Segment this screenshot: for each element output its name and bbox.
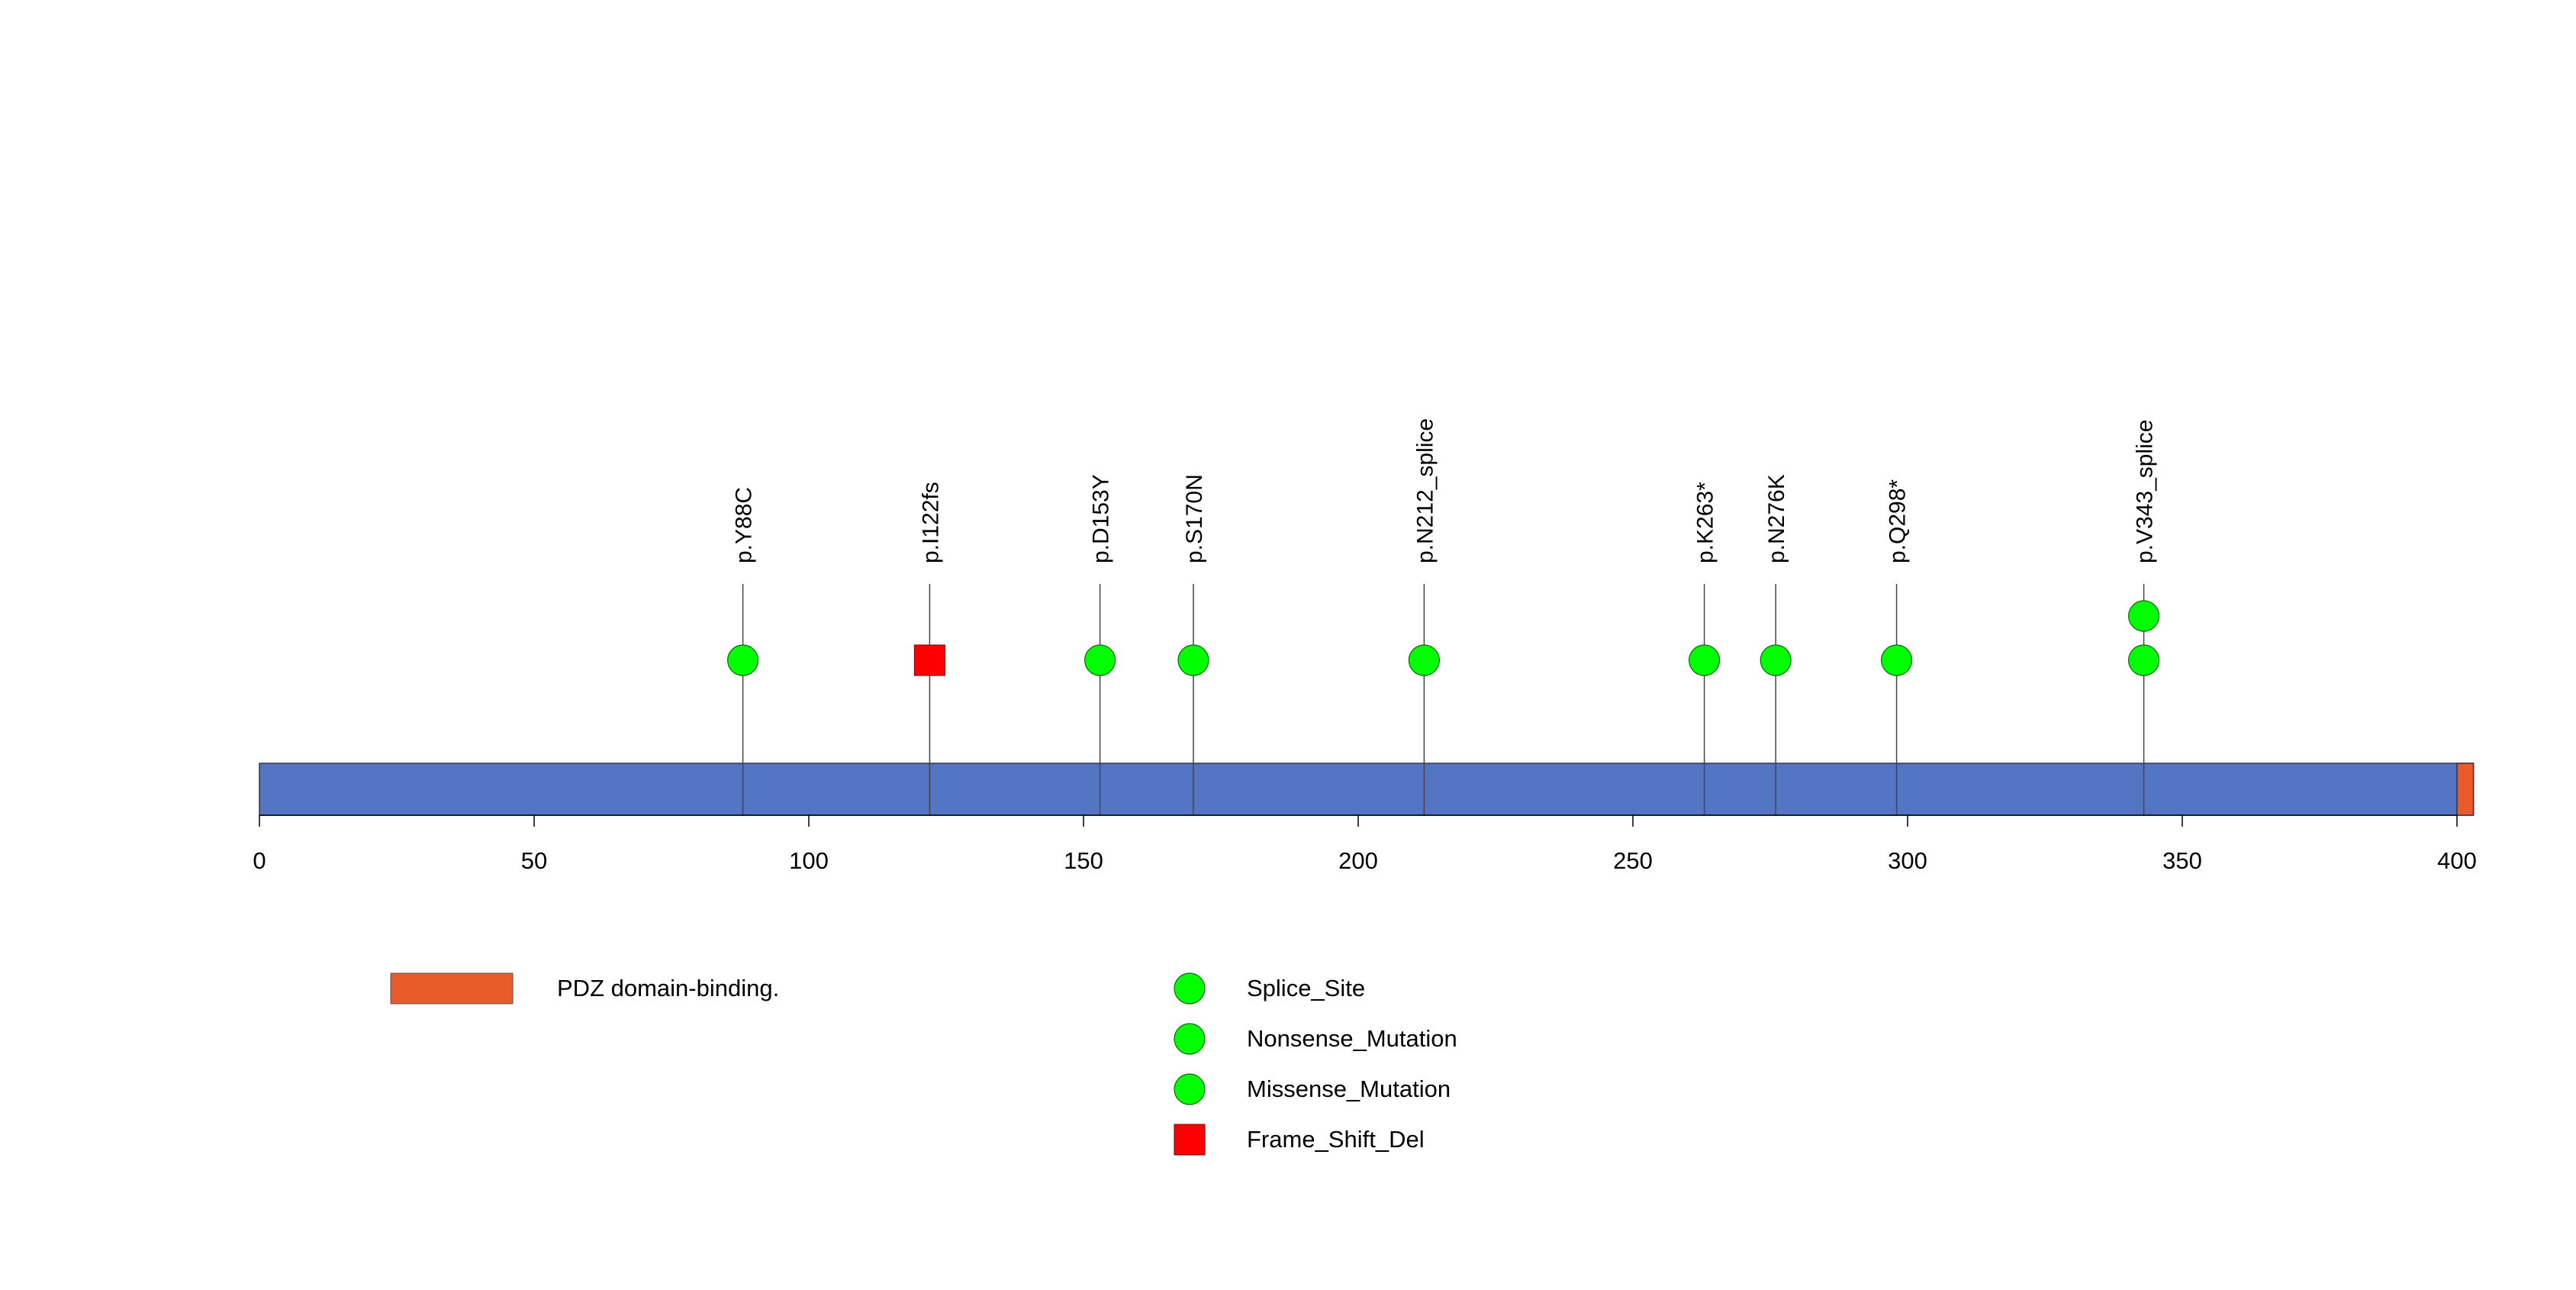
legend-marker bbox=[1174, 1124, 1206, 1156]
legend-marker bbox=[1174, 1073, 1206, 1105]
x-tick-label: 400 bbox=[2437, 847, 2477, 874]
protein-backbone bbox=[259, 763, 2475, 816]
mutation-marker bbox=[1760, 644, 1792, 676]
x-tick-label: 100 bbox=[789, 847, 829, 874]
mutation-marker bbox=[1084, 644, 1116, 676]
mutation-label: p.V343_splice bbox=[2133, 420, 2158, 563]
protein-backbone-layer bbox=[259, 763, 2475, 816]
x-axis: 0 50 100 150 200 250 300 350 400 bbox=[253, 814, 2477, 874]
mutation-marker bbox=[726, 644, 759, 676]
mutation-label: p.S170N bbox=[1182, 474, 1207, 563]
legend: PDZ domain-binding. Splice_Site Nonsense_M… bbox=[390, 972, 1457, 1156]
mutation-labels-layer: p.Y88C p.I122fs p.D153Y p.S170N p.N212_splic… bbox=[732, 418, 2158, 563]
x-tick-label: 0 bbox=[253, 847, 266, 874]
mutation-label: p.N276K bbox=[1764, 474, 1789, 563]
mutation-label: p.K263* bbox=[1693, 482, 1718, 563]
legend-label: Frame_Shift_Del bbox=[1247, 1126, 1425, 1153]
mutation-label: p.Y88C bbox=[732, 487, 757, 563]
legend-marker bbox=[1174, 1023, 1206, 1055]
legend-marker bbox=[1174, 972, 1206, 1005]
mutation-markers-layer bbox=[726, 600, 2160, 676]
mutation-marker bbox=[1177, 644, 1209, 676]
mutation-label: p.N212_splice bbox=[1412, 418, 1438, 563]
x-tick-label: 300 bbox=[1888, 847, 1927, 874]
mutation-marker bbox=[1881, 644, 1913, 676]
legend-label: Missense_Mutation bbox=[1247, 1076, 1451, 1102]
mutation-stems-layer bbox=[742, 584, 2145, 815]
mutation-marker bbox=[1408, 644, 1441, 676]
domain-region bbox=[2456, 763, 2475, 816]
legend-domain-swatch bbox=[390, 972, 514, 1005]
mutation-marker bbox=[2128, 644, 2160, 676]
legend-label: Splice_Site bbox=[1247, 975, 1365, 1001]
x-tick-label: 350 bbox=[2162, 847, 2202, 874]
mutation-marker bbox=[2128, 600, 2160, 632]
mutation-label: p.I122fs bbox=[918, 482, 943, 563]
mutation-label: p.D153Y bbox=[1089, 474, 1114, 563]
legend-domain-label: PDZ domain-binding. bbox=[557, 975, 779, 1001]
x-tick-label: 50 bbox=[521, 847, 547, 874]
x-tick-label: 150 bbox=[1064, 847, 1103, 874]
frameshift-marker bbox=[913, 644, 945, 676]
mutation-label: p.Q298* bbox=[1885, 479, 1911, 563]
mutation-marker bbox=[1689, 644, 1721, 676]
x-tick-label: 250 bbox=[1613, 847, 1653, 874]
x-tick-label: 200 bbox=[1338, 847, 1378, 874]
legend-label: Nonsense_Mutation bbox=[1247, 1025, 1457, 1052]
